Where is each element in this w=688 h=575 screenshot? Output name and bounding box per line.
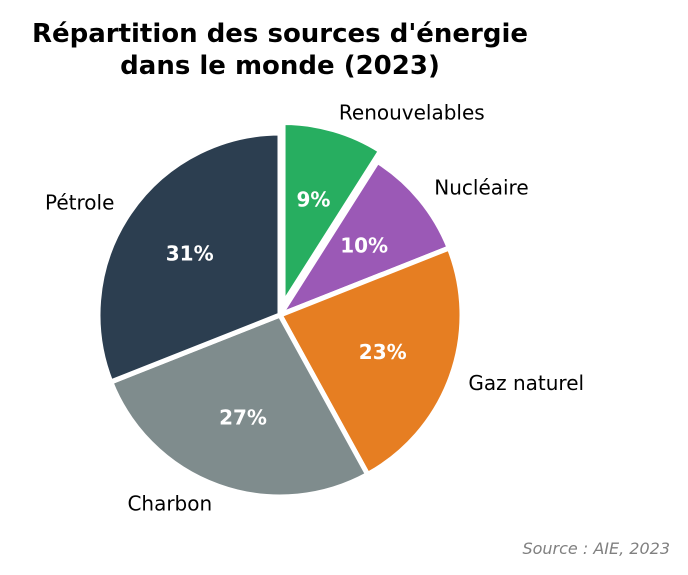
pct-label: 23%: [359, 340, 407, 364]
source-note: Source : AIE, 2023: [522, 539, 670, 558]
pct-label: 31%: [166, 242, 214, 266]
pct-label: 10%: [340, 233, 388, 257]
pct-label: 27%: [219, 406, 267, 430]
category-label: Renouvelables: [339, 100, 485, 124]
pie-slice-nucleaire: [277, 158, 452, 318]
category-label: Charbon: [127, 491, 212, 515]
chart-title-line-1: Répartition des sources d'énergie: [32, 19, 528, 49]
pie-slice-petrole: [95, 130, 283, 385]
category-label: Pétrole: [45, 190, 114, 214]
category-label: Gaz naturel: [468, 371, 584, 395]
pct-label: 9%: [297, 188, 331, 212]
pie-slice-renouvelables: [280, 120, 384, 308]
pie-slice-charbon: [108, 312, 371, 500]
category-label: Nucléaire: [434, 175, 528, 199]
chart-title-line-2: dans le monde (2023): [120, 51, 440, 81]
pie-slice-gaz-naturel: [277, 245, 465, 477]
